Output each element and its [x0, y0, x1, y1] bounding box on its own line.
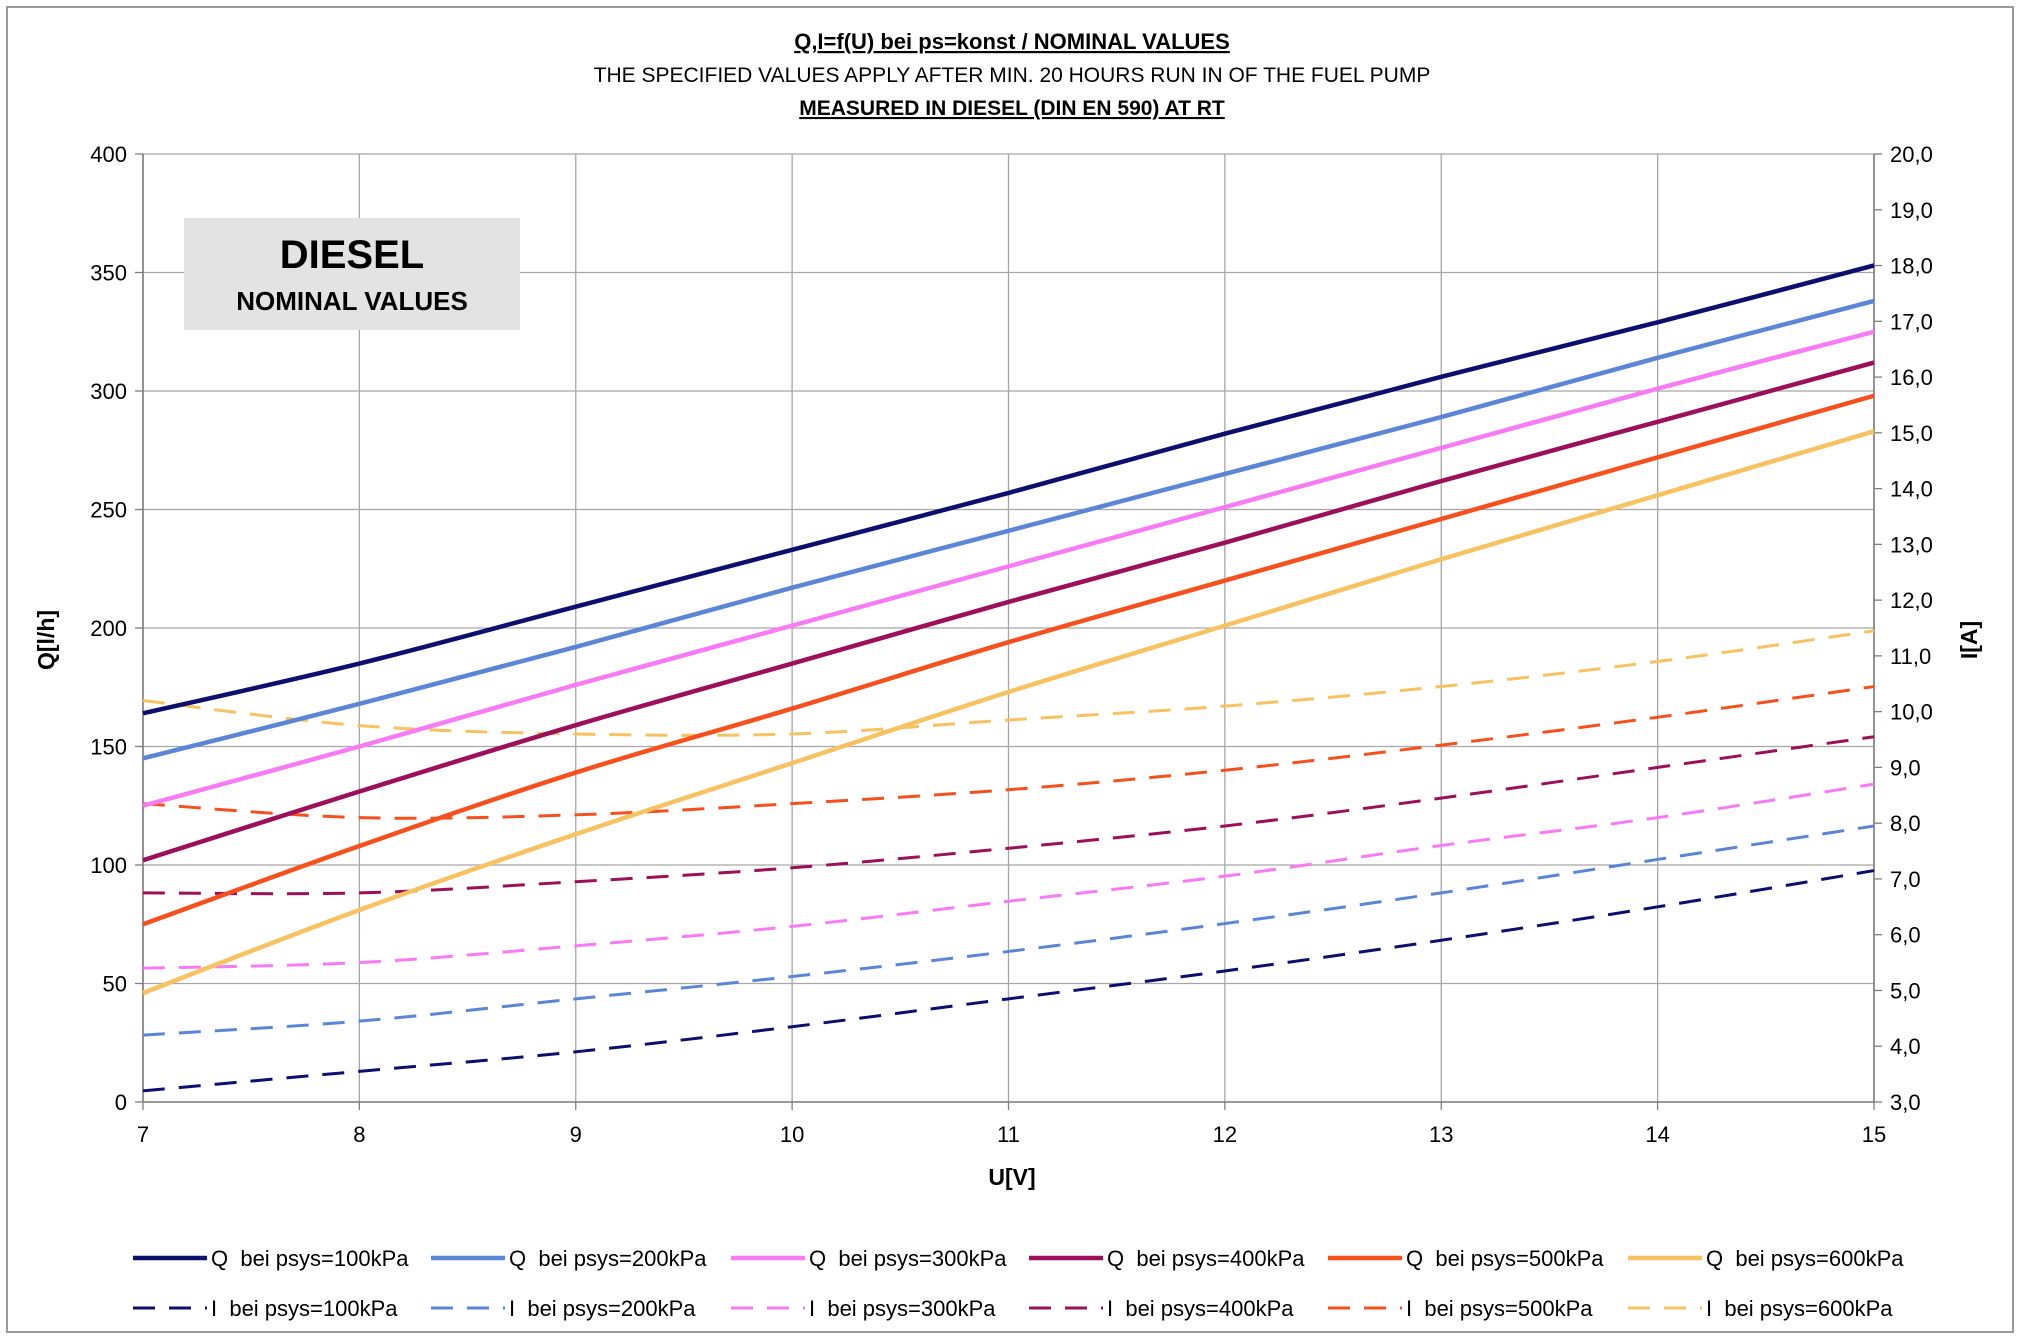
x-tick-label: 10	[780, 1122, 804, 1147]
y-axis-label: Q[l/h]	[33, 610, 59, 670]
series-line-i-100kpa	[142, 869, 1875, 1093]
series-line-i-500kpa	[142, 685, 1875, 820]
y2-tick-label: 9,0	[1890, 755, 1921, 780]
series-line-q-200kpa	[142, 298, 1875, 761]
y-tick-label: 50	[103, 972, 127, 997]
y-tick-label: 350	[90, 261, 127, 286]
x-axis-label: U[V]	[988, 1164, 1035, 1190]
chart: Q,I=f(U) bei ps=konst / NOMINAL VALUES T…	[33, 29, 1982, 1321]
y-tick-label: 250	[90, 498, 127, 523]
x-tick-label: 9	[570, 1122, 582, 1147]
x-tick-label: 13	[1429, 1122, 1453, 1147]
y-tick-label: 0	[115, 1090, 127, 1115]
x-tick-label: 11	[997, 1122, 1020, 1147]
y-tick-label: 200	[90, 616, 127, 641]
series-line-q-600kpa	[142, 429, 1875, 996]
legend: Q bei psys=100kPa Q bei psys=200kPa Q bei …	[133, 1246, 1904, 1321]
legend-label-i-300kpa: I bei psys=300kPa	[809, 1296, 996, 1321]
y2-tick-label: 3,0	[1890, 1090, 1921, 1115]
legend-label-q-500kpa: Q bei psys=500kPa	[1406, 1246, 1604, 1271]
legend-label-i-100kpa: I bei psys=100kPa	[211, 1296, 398, 1321]
y2-tick-label: 20,0	[1890, 142, 1933, 167]
y2-tick-label: 14,0	[1890, 477, 1933, 502]
y2-tick-label: 13,0	[1890, 532, 1933, 557]
y2-tick-label: 15,0	[1890, 421, 1933, 446]
annotation-subtitle: NOMINAL VALUES	[236, 286, 468, 316]
y-tick-label: 400	[90, 142, 127, 167]
annotation-title: DIESEL	[280, 233, 424, 277]
annotation-background	[184, 218, 520, 330]
chart-frame: Q,I=f(U) bei ps=konst / NOMINAL VALUES T…	[6, 6, 2014, 1333]
legend-label-q-100kpa: Q bei psys=100kPa	[211, 1246, 409, 1271]
legend-label-i-600kpa: I bei psys=600kPa	[1706, 1296, 1893, 1321]
chart-subtitle-2: MEASURED IN DIESEL (DIN EN 590) AT RT	[799, 97, 1225, 120]
series-line-q-500kpa	[142, 393, 1875, 927]
y2-tick-label: 4,0	[1890, 1034, 1921, 1059]
y-tick-label: 100	[90, 853, 127, 878]
y2-tick-label: 8,0	[1890, 811, 1921, 836]
y-tick-label: 300	[90, 379, 127, 404]
series-line-i-200kpa	[142, 824, 1875, 1037]
y2-tick-label: 12,0	[1890, 588, 1933, 613]
y2-axis-label: I[A]	[1956, 621, 1982, 659]
x-tick-label: 15	[1862, 1122, 1886, 1147]
y2-tick-label: 17,0	[1890, 309, 1933, 334]
legend-label-i-500kpa: I bei psys=500kPa	[1406, 1296, 1593, 1321]
y2-tick-label: 10,0	[1890, 700, 1933, 725]
y2-tick-label: 11,0	[1890, 644, 1931, 669]
annotation-box: DIESEL NOMINAL VALUES	[184, 218, 520, 330]
y2-tick-label: 19,0	[1890, 198, 1933, 223]
series-line-q-400kpa	[142, 360, 1875, 863]
y2-tick-label: 18,0	[1890, 254, 1933, 279]
legend-label-q-200kpa: Q bei psys=200kPa	[509, 1246, 707, 1271]
x-tick-label: 14	[1645, 1122, 1669, 1147]
y-tick-label: 150	[90, 735, 127, 760]
series-line-i-600kpa	[142, 629, 1875, 737]
series-line-q-300kpa	[142, 329, 1875, 808]
legend-label-i-200kpa: I bei psys=200kPa	[509, 1296, 696, 1321]
x-tick-label: 12	[1213, 1122, 1237, 1147]
x-tick-label: 8	[353, 1122, 365, 1147]
chart-subtitle: THE SPECIFIED VALUES APPLY AFTER MIN. 20…	[594, 64, 1431, 87]
legend-label-q-600kpa: Q bei psys=600kPa	[1706, 1246, 1904, 1271]
series-line-q-100kpa	[142, 263, 1875, 716]
chart-title: Q,I=f(U) bei ps=konst / NOMINAL VALUES	[794, 29, 1230, 54]
series-line-i-300kpa	[142, 782, 1875, 970]
y2-tick-label: 7,0	[1890, 867, 1921, 892]
series-layer	[142, 263, 1875, 1093]
axes: 7 8 9 10 11 12 13 14 150501001502002503003504003…	[90, 142, 1933, 1147]
y2-tick-label: 6,0	[1890, 923, 1921, 948]
legend-label-q-400kpa: Q bei psys=400kPa	[1107, 1246, 1305, 1271]
grid	[142, 153, 1875, 1103]
series-line-i-400kpa	[142, 735, 1875, 896]
y2-tick-label: 5,0	[1890, 978, 1921, 1003]
legend-label-i-400kpa: I bei psys=400kPa	[1107, 1296, 1294, 1321]
legend-label-q-300kpa: Q bei psys=300kPa	[809, 1246, 1007, 1271]
y2-tick-label: 16,0	[1890, 365, 1933, 390]
x-tick-label: 7	[137, 1122, 149, 1147]
